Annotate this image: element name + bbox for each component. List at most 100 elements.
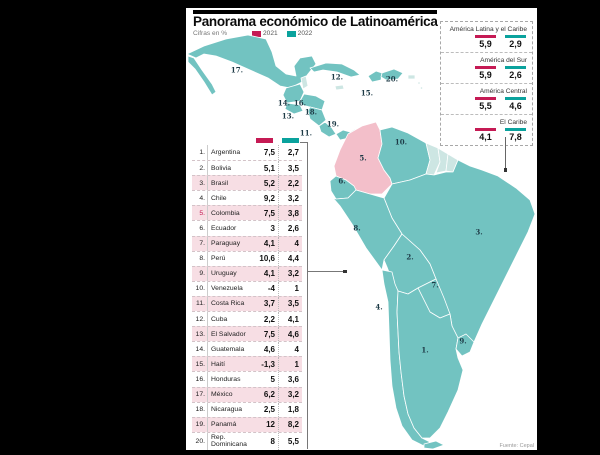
row-value-2022: 4 (278, 342, 302, 357)
row-value-2021: 2,2 (263, 314, 275, 324)
row-rank: 8. (192, 251, 208, 266)
map-country-dominican-republic (380, 68, 404, 81)
row-country: Uruguay (211, 270, 237, 278)
row-value-2021: 2,5 (263, 405, 275, 415)
row-value-2022: 3,5 (278, 161, 302, 176)
row-country: Perú (211, 255, 226, 263)
row-rank: 1. (192, 145, 208, 161)
table-map-bracket-tick (300, 142, 308, 143)
row-value-2022: 3,8 (278, 206, 302, 221)
summary-region-label: América Latina y el Caribe (449, 25, 527, 33)
summary-value-2021: 5,9 (475, 34, 496, 49)
row-value-2022: 4 (278, 236, 302, 251)
title-rule (193, 10, 437, 14)
summary-number: 2,6 (509, 70, 522, 80)
summary-value-2022: 4,6 (505, 96, 526, 111)
table-row: 8. Perú 10,6 4,4 (192, 250, 302, 266)
year-color-bar (505, 96, 526, 100)
row-rank: 3. (192, 176, 208, 191)
row-value-2021: 9,2 (263, 193, 275, 203)
table-row: 7. Paraguay 4,1 4 (192, 235, 302, 251)
table-header (192, 138, 302, 145)
table-row: 4. Chile 9,2 3,2 (192, 190, 302, 206)
row-rank: 20. (192, 432, 208, 450)
subtitle-row: Cifras en % 2021 2022 (193, 30, 321, 37)
row-country: Panamá (211, 421, 237, 429)
row-rank: 16. (192, 372, 208, 387)
table-header-2022-swatch (282, 138, 299, 143)
legend-item-2021: 2021 (252, 30, 278, 37)
map-country-uruguay (455, 333, 475, 357)
table-row: 17. México 6,2 3,2 (192, 386, 302, 402)
map-country-suriname (435, 147, 449, 174)
map-country-jamaica (334, 84, 345, 91)
summary-region-values: 4,1 7,8 (445, 127, 527, 142)
table-row: 14. Guatemala 4,6 4 (192, 341, 302, 357)
row-value-2022: 3,6 (278, 372, 302, 387)
row-rank: 17. (192, 387, 208, 402)
row-country: Brasil (211, 179, 228, 187)
legend-2022-label: 2022 (297, 30, 313, 37)
summary-value-2022: 2,6 (505, 65, 526, 80)
summary-value-2022: 2,9 (505, 34, 526, 49)
row-country: Chile (211, 194, 227, 202)
row-value-2021: -1,3 (261, 359, 275, 369)
summary-region-values: 5,5 4,6 (445, 96, 527, 111)
table-row: 12. Cuba 2,2 4,1 (192, 311, 302, 327)
table-map-bracket-dot (343, 269, 347, 273)
row-rank: 19. (192, 417, 208, 432)
summary-region-values: 5,9 2,9 (445, 34, 527, 49)
summary-number: 5,9 (479, 39, 492, 49)
source-credit: Fuente: Cepal (499, 443, 534, 449)
row-value-2022: 1 (278, 281, 302, 296)
table-row: 11. Costa Rica 3,7 3,5 (192, 295, 302, 312)
row-value-2021: 5,2 (263, 178, 275, 188)
row-rank: 2. (192, 161, 208, 176)
row-value-2022: 8,2 (278, 417, 302, 432)
row-country: Bolivia (211, 164, 232, 172)
table-row: 18. Nicaragua 2,5 1,8 (192, 401, 302, 417)
row-rank: 14. (192, 342, 208, 357)
map-country-belize (300, 75, 309, 90)
table-row: 20. Rep. Dominicana 8 5,5 (192, 431, 302, 450)
row-rank: 10. (192, 281, 208, 296)
summary-value-2021: 5,9 (475, 65, 496, 80)
summary-value-2022: 7,8 (505, 127, 526, 142)
row-value-2021: 3,7 (263, 299, 275, 309)
row-country: Venezuela (211, 285, 243, 293)
map-country-el-salvador (284, 102, 304, 115)
row-rank: 15. (192, 357, 208, 372)
row-country: Colombia (211, 209, 240, 217)
row-value-2022: 3,2 (278, 266, 302, 281)
table-map-bracket-line (307, 142, 308, 449)
map-country-mexico (186, 34, 317, 89)
row-rank: 7. (192, 236, 208, 251)
row-value-2021: 8 (270, 436, 275, 446)
units-note: Cifras en % (193, 30, 228, 37)
summary-pointer-dot (503, 168, 507, 172)
row-value-2021: 4,6 (263, 344, 275, 354)
row-country: Cuba (211, 315, 228, 323)
row-country: Costa Rica (211, 300, 245, 308)
map-country-haiti (367, 70, 383, 83)
row-value-2021: 4,1 (263, 269, 275, 279)
year-color-bar (475, 65, 496, 69)
table-map-bracket-arm (307, 271, 344, 272)
table-row: 19. Panamá 12 8,2 (192, 416, 302, 432)
summary-region: América Central 5,5 4,6 (441, 83, 532, 114)
row-country: Paraguay (211, 240, 241, 248)
summary-value-2021: 4,1 (475, 127, 496, 142)
map-country-cuba (309, 62, 361, 78)
row-value-2021: 3 (270, 224, 275, 234)
row-value-2022: 4,4 (278, 251, 302, 266)
infographic-panel: Panorama económico de Latinoamérica Cifr… (186, 8, 537, 450)
summary-region: El Caribe 4,1 7,8 (441, 114, 532, 145)
summary-number: 2,9 (509, 39, 522, 49)
row-country: Ecuador (211, 224, 237, 232)
summary-region-label: América Central (479, 87, 527, 95)
table-row: 9. Uruguay 4,1 3,2 (192, 265, 302, 281)
map-country-honduras (299, 93, 326, 111)
summary-region: América Latina y el Caribe 5,9 2,9 (441, 22, 532, 52)
latam-map (186, 34, 536, 450)
year-color-bar (505, 127, 526, 131)
